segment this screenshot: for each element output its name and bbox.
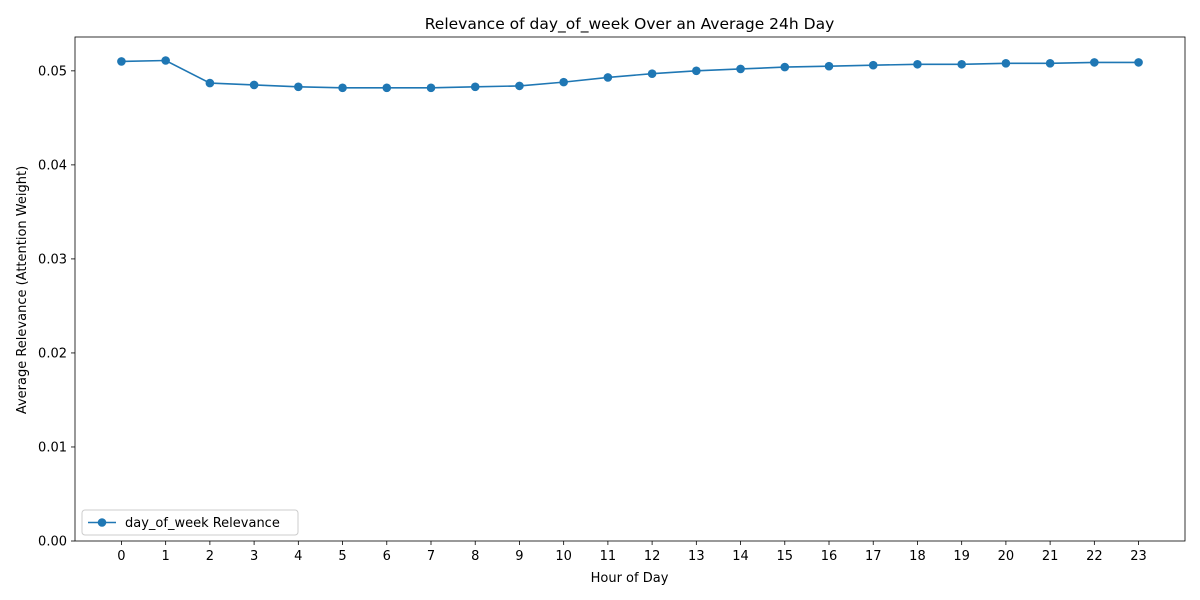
x-tick-label: 23 <box>1130 549 1147 564</box>
legend-box <box>81 509 299 536</box>
data-point <box>338 83 347 93</box>
data-point <box>603 73 613 82</box>
data-point <box>205 78 215 88</box>
data-point <box>913 59 922 69</box>
y-tick-label: 0.03 <box>38 252 67 267</box>
series-line <box>121 59 1139 89</box>
data-point <box>1045 59 1055 68</box>
x-tick-label: 8 <box>471 549 479 564</box>
data-point <box>1134 58 1143 67</box>
x-tick-label: 2 <box>206 549 214 564</box>
legend-marker-swatch <box>97 518 107 527</box>
x-tick-label: 5 <box>338 549 346 564</box>
x-tick-label: 14 <box>732 549 749 564</box>
x-tick-label: 11 <box>600 549 617 564</box>
data-point <box>249 80 259 90</box>
chart-title: Relevance of day_of_week Over an Average… <box>425 15 835 34</box>
x-tick-label: 6 <box>383 549 391 564</box>
y-tick-label: 0.02 <box>38 346 67 361</box>
data-point <box>824 61 834 71</box>
x-tick-label: 0 <box>117 549 125 564</box>
data-point <box>515 81 524 91</box>
data-point <box>1001 59 1011 68</box>
x-tick-label: 7 <box>427 549 435 564</box>
data-point <box>117 57 126 66</box>
x-tick-label: 13 <box>688 549 705 564</box>
axes-frame <box>74 36 1186 542</box>
x-tick-label: 19 <box>953 549 970 564</box>
x-tick-label: 4 <box>294 549 302 564</box>
x-tick-label: 16 <box>821 549 838 564</box>
y-tick-label: 0.01 <box>38 440 67 455</box>
data-point <box>868 60 878 70</box>
y-axis-ticks: 0.00 0.01 0.02 0.03 0.04 0.05 <box>38 64 75 550</box>
data-point <box>294 82 303 92</box>
x-axis-label: Hour of Day <box>591 571 669 586</box>
x-tick-label: 3 <box>250 549 258 564</box>
legend: day_of_week Relevance <box>81 509 299 536</box>
data-point <box>647 69 657 78</box>
x-axis-ticks: 0 1 2 3 4 5 6 7 8 9 10 11 12 13 14 15 16 17 18 19 20 21 22 23 <box>117 541 1147 564</box>
x-tick-label: 22 <box>1086 549 1103 564</box>
y-tick-label: 0.04 <box>38 158 67 173</box>
data-point <box>161 56 170 65</box>
data-point <box>559 77 568 87</box>
y-axis-label: Average Relevance (Attention Weight) <box>15 166 30 414</box>
x-tick-label: 15 <box>777 549 794 564</box>
y-tick-label: 0.05 <box>38 64 67 79</box>
x-tick-label: 21 <box>1042 549 1059 564</box>
data-point <box>1090 58 1099 67</box>
data-point <box>382 83 392 93</box>
data-point <box>736 64 745 74</box>
plot-area <box>74 36 1186 542</box>
y-tick-label: 0.00 <box>38 535 67 550</box>
legend-label: day_of_week Relevance <box>125 516 280 531</box>
x-tick-label: 1 <box>162 549 170 564</box>
data-point <box>470 82 480 92</box>
data-point <box>957 59 966 69</box>
x-tick-label: 12 <box>644 549 661 564</box>
x-tick-label: 17 <box>865 549 882 564</box>
x-tick-label: 20 <box>998 549 1015 564</box>
series-layer <box>117 56 1143 93</box>
x-tick-label: 9 <box>515 549 523 564</box>
x-tick-label: 18 <box>909 549 926 564</box>
data-point <box>780 62 790 72</box>
data-point <box>692 66 701 76</box>
x-tick-label: 10 <box>555 549 572 564</box>
data-point <box>426 83 436 93</box>
